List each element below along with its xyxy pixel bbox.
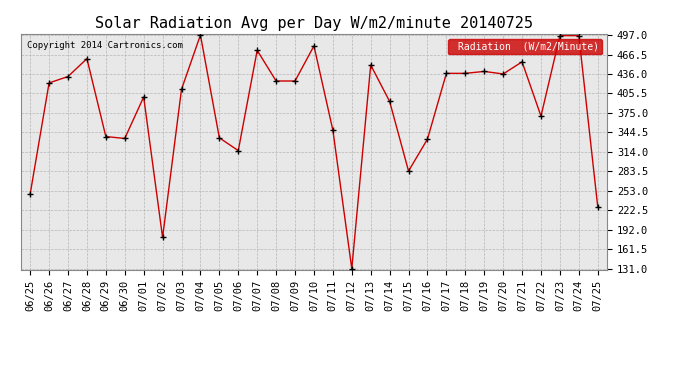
Title: Solar Radiation Avg per Day W/m2/minute 20140725: Solar Radiation Avg per Day W/m2/minute … [95, 16, 533, 31]
Text: Copyright 2014 Cartronics.com: Copyright 2014 Cartronics.com [26, 41, 182, 50]
Legend: Radiation  (W/m2/Minute): Radiation (W/m2/Minute) [448, 39, 602, 54]
